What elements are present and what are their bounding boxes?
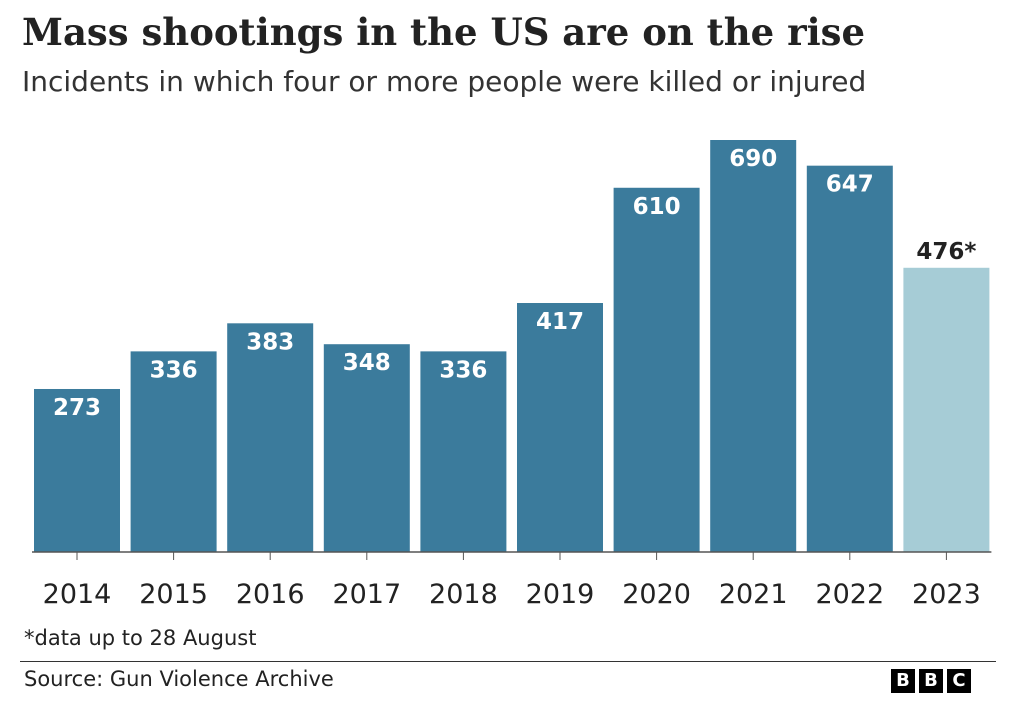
data-label-2016: 383 bbox=[246, 329, 294, 355]
x-tick-label-2016: 2016 bbox=[236, 579, 305, 610]
x-tick-label-2023: 2023 bbox=[912, 579, 981, 610]
data-label-2014: 273 bbox=[53, 395, 101, 421]
bar-2018 bbox=[420, 351, 507, 552]
x-tick-label-2018: 2018 bbox=[429, 579, 498, 610]
bbc-logo-letter: C bbox=[947, 669, 971, 693]
x-tick-label-2014: 2014 bbox=[43, 579, 112, 610]
bbc-logo-letter: B bbox=[891, 669, 915, 693]
x-tick-label-2021: 2021 bbox=[719, 579, 788, 610]
chart-subtitle: Incidents in which four or more people w… bbox=[22, 65, 867, 98]
data-label-2017: 348 bbox=[343, 350, 391, 376]
data-label-2020: 610 bbox=[633, 194, 681, 220]
bar-2020 bbox=[613, 187, 700, 552]
data-label-2021: 690 bbox=[729, 146, 777, 172]
bar-2015 bbox=[130, 351, 217, 552]
bar-2021 bbox=[710, 140, 797, 552]
x-tick-label-2019: 2019 bbox=[526, 579, 595, 610]
bar-2022 bbox=[806, 165, 893, 553]
data-label-2019: 417 bbox=[536, 309, 584, 335]
source-text: Source: Gun Violence Archive bbox=[24, 667, 334, 691]
bar-2014 bbox=[34, 388, 120, 552]
bar-2023 bbox=[903, 267, 990, 552]
data-label-2015: 336 bbox=[150, 357, 198, 383]
bar-2017 bbox=[323, 344, 410, 552]
x-tick-label-2022: 2022 bbox=[815, 579, 884, 610]
chart-title: Mass shootings in the US are on the rise bbox=[22, 10, 865, 54]
footnote: *data up to 28 August bbox=[24, 626, 257, 650]
x-tick-label-2017: 2017 bbox=[332, 579, 401, 610]
x-tick-label-2015: 2015 bbox=[139, 579, 208, 610]
bar-2016 bbox=[227, 323, 314, 552]
data-label-2018: 336 bbox=[439, 357, 487, 383]
x-tick-label-2020: 2020 bbox=[622, 579, 691, 610]
data-label-2022: 647 bbox=[826, 172, 874, 198]
footer-divider bbox=[20, 661, 996, 662]
bar-2019 bbox=[517, 303, 603, 552]
bbc-logo-letter: B bbox=[919, 669, 943, 693]
data-label-2023: 476* bbox=[916, 239, 976, 265]
bbc-logo: B B C bbox=[891, 669, 971, 693]
bar-chart: 273 2014 336 2015 383 2016 348 2017 336 2018 417 20… bbox=[32, 140, 992, 610]
